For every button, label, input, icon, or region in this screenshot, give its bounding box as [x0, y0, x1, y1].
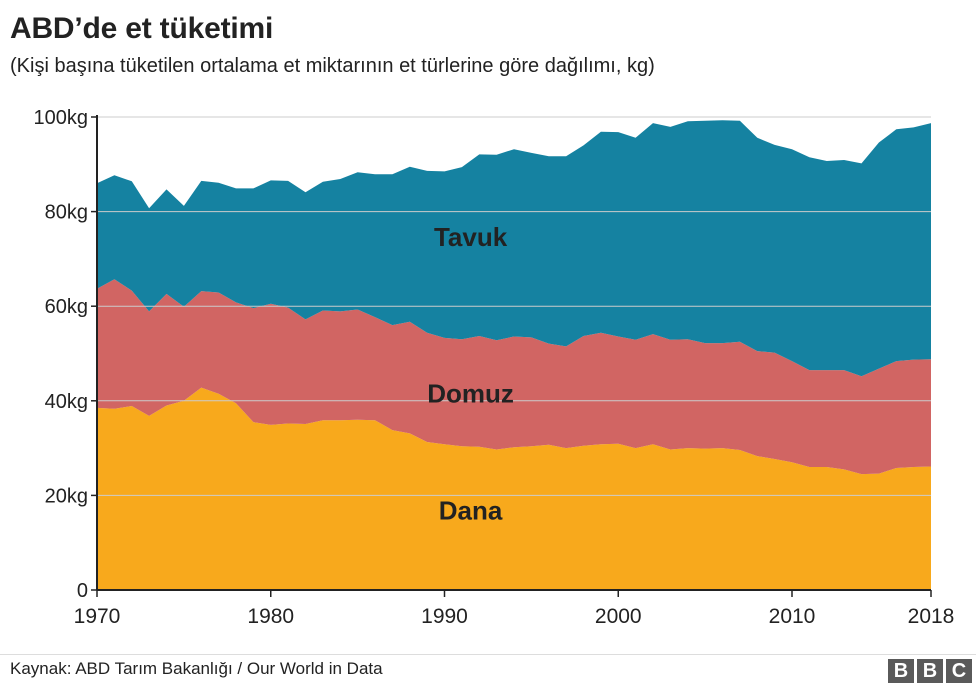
chart-subtitle: (Kişi başına tüketilen ortalama et mikta… — [10, 55, 655, 77]
series-label-domuz: Domuz — [427, 378, 514, 408]
source-note: Kaynak: ABD Tarım Bakanlığı / Our World … — [10, 659, 383, 678]
y-tick-label: 40kg — [45, 391, 88, 413]
series-label-tavuk: Tavuk — [434, 222, 508, 252]
area-series-domuz — [97, 279, 931, 475]
stacked-area-chart: 0 20kg 40kg 60kg 80kg 100kg 1970 1980 1990 2000 20… — [34, 107, 955, 628]
area-series-dana — [97, 387, 931, 590]
bbc-logo-letter: B — [917, 659, 943, 683]
chart-title: ABD’de et tüketimi — [10, 12, 274, 45]
y-tick-label: 20kg — [45, 485, 88, 507]
area-series-tavuk — [97, 120, 931, 377]
y-tick-label: 60kg — [45, 296, 88, 318]
bbc-logo-letter: C — [946, 659, 972, 683]
footer-divider — [0, 654, 976, 655]
x-tick-label: 2000 — [595, 605, 642, 628]
y-tick-label: 0 — [77, 580, 88, 602]
x-tick-label: 1980 — [247, 605, 294, 628]
bbc-logo: B B C — [888, 659, 972, 683]
x-tick-label: 2010 — [769, 605, 816, 628]
y-tick-label: 100kg — [34, 107, 89, 129]
series-label-dana: Dana — [439, 495, 503, 525]
x-tick-label: 2018 — [908, 605, 955, 628]
x-tick-label: 1990 — [421, 605, 468, 628]
x-tick-label: 1970 — [74, 605, 121, 628]
bbc-logo-letter: B — [888, 659, 914, 683]
y-tick-label: 80kg — [45, 202, 88, 224]
